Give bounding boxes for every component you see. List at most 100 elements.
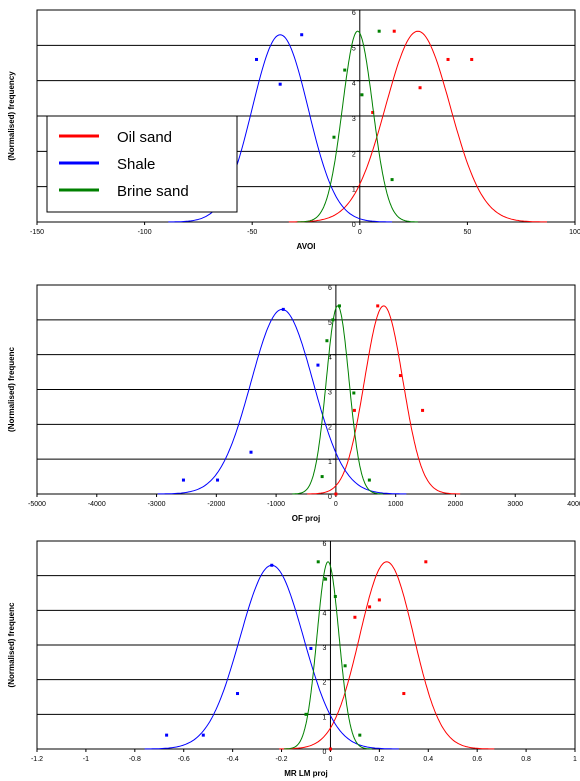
y-tick-label: 5 [328,320,332,327]
data-point-oil-sand [328,747,332,751]
data-point-brine-sand [358,733,362,737]
data-point-oil-sand [446,57,450,61]
data-point-brine-sand [320,475,324,479]
data-point-shale [181,478,185,482]
y-axis-title: (Normalised) frequenc [7,602,16,687]
data-point-brine-sand [360,93,364,97]
series-curve-oil-sand [288,30,547,223]
data-point-oil-sand [402,692,406,696]
x-tick-label: 0.8 [521,756,531,763]
y-tick-label: 5 [352,45,356,52]
data-point-brine-sand [316,560,320,564]
x-tick-label: 0 [329,756,333,763]
y-tick-label: 0 [352,222,356,229]
x-tick-label: -2000 [207,501,225,508]
y-tick-label: 6 [352,10,356,17]
data-point-oil-sand [352,408,356,412]
x-tick-label: -4000 [88,501,106,508]
x-tick-label: -1.2 [31,756,43,763]
data-point-oil-sand [418,86,422,90]
data-point-oil-sand [353,615,357,619]
data-point-shale [316,363,320,367]
legend-label: Shale [117,156,155,173]
data-point-oil-sand [377,598,381,602]
x-tick-label: 0.4 [423,756,433,763]
data-point-shale [278,82,282,86]
series-curve-oil-sand [307,305,461,495]
y-tick-label: 4 [323,610,327,617]
data-point-brine-sand [343,68,347,72]
x-tick-label: -100 [138,229,152,236]
data-point-brine-sand [332,135,336,139]
y-tick-label: 1 [323,714,327,721]
data-point-oil-sand [470,57,474,61]
y-tick-label: 0 [323,749,327,756]
y-axis-title: (Normalised) frequency [7,71,16,161]
data-point-brine-sand [304,712,308,716]
data-point-shale [216,478,220,482]
y-tick-label: 2 [328,424,332,431]
y-tick-label: 1 [328,459,332,466]
y-tick-label: 3 [323,645,327,652]
y-axis-title: (Normalised) frequenc [7,346,16,431]
x-tick-label: -0.6 [178,756,190,763]
y-tick-label: 4 [328,355,332,362]
y-tick-label: 6 [323,541,327,548]
data-point-brine-sand [331,318,335,322]
x-tick-label: -0.2 [276,756,288,763]
data-point-shale [281,307,285,311]
data-point-oil-sand [334,492,338,496]
data-point-oil-sand [421,408,425,412]
x-tick-label: 3000 [507,501,523,508]
data-point-brine-sand [390,178,394,182]
data-point-shale [300,33,304,37]
data-point-brine-sand [325,339,329,343]
chart-3: -1.2 -1 -0.8 -0.6 -0.4 -0.2 0 0.2 0.4 0.6 0.8 1 0 1 2 3… [7,540,577,778]
chart-2: -5000 -4000 -3000 -2000 -1000 0 1000 2000 3000 40… [7,284,580,523]
data-point-oil-sand [424,560,428,564]
x-tick-label: -1000 [267,501,285,508]
y-tick-label: 1 [352,187,356,194]
x-tick-label: -1 [83,756,89,763]
data-point-brine-sand [352,391,356,395]
x-tick-label: 0.2 [374,756,384,763]
x-axis-title: AVOI [297,242,316,251]
y-tick-label: 2 [352,151,356,158]
x-tick-label: 2000 [448,501,464,508]
series-curve-oil-sand [279,561,495,750]
x-tick-label: -50 [247,229,257,236]
data-point-brine-sand [377,29,381,33]
data-point-brine-sand [333,594,337,598]
plot-area [36,540,576,750]
data-point-oil-sand [376,304,380,308]
series-curve-shale [157,308,407,495]
data-point-brine-sand [343,664,347,668]
x-tick-label: -0.8 [129,756,141,763]
data-point-oil-sand [398,374,402,378]
data-point-brine-sand [337,304,341,308]
legend-label: Oil sand [117,129,172,146]
series-curve-shale [144,564,399,750]
data-point-shale [201,733,205,737]
series-curve-brine-sand [284,561,372,750]
series-curve-shale [168,34,393,223]
chart-1: -150 -100 -50 0 50 100 0 1 2 3 4 5 6 AVOI (Normalised)… [7,9,580,251]
data-point-oil-sand [371,110,375,114]
y-tick-label: 3 [328,390,332,397]
y-tick-label: 3 [352,116,356,123]
y-tick-label: 6 [328,285,332,292]
x-tick-label: -3000 [148,501,166,508]
plot-area [36,284,576,495]
x-tick-label: 0 [334,501,338,508]
data-point-shale [236,692,240,696]
data-point-shale [255,57,259,61]
x-tick-label: 50 [464,229,472,236]
legend-label: Brine sand [117,183,189,200]
data-point-shale [270,563,274,567]
data-point-shale [309,646,313,650]
x-tick-label: -0.4 [227,756,239,763]
data-point-brine-sand [324,577,328,581]
y-tick-label: 4 [352,81,356,88]
x-axis-title: MR LM proj [284,769,328,778]
series-curve-brine-sand [292,305,384,495]
